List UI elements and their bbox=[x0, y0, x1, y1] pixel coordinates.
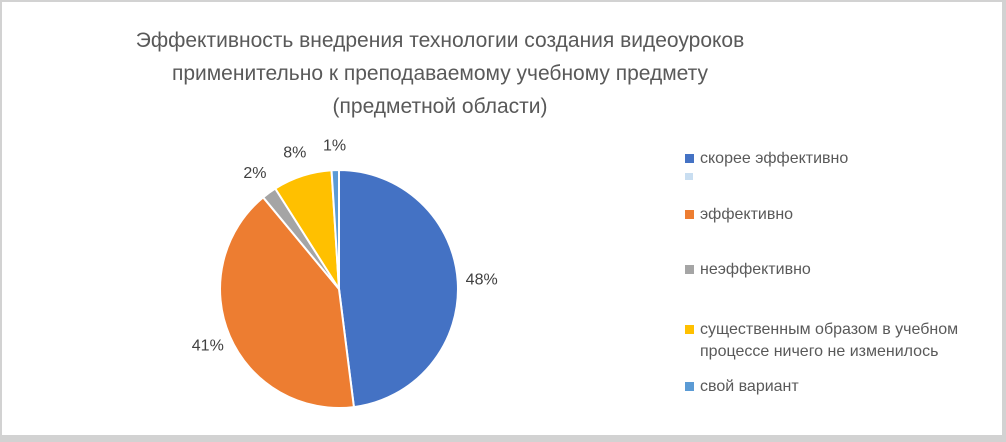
pie-data-label: 8% bbox=[283, 145, 306, 162]
legend-item-neeffektivno[interactable]: неэффективно bbox=[683, 259, 1002, 281]
chart-legend: скорее эффективно эффективно неэффективн… bbox=[683, 2, 1002, 435]
pie-chart[interactable]: 48% 41% 2% 8% 1% bbox=[150, 134, 570, 434]
pie-data-label: 1% bbox=[323, 138, 346, 155]
legend-item-label: свой вариант bbox=[700, 378, 799, 395]
pie-slice-1[interactable] bbox=[338, 169, 459, 409]
legend-marker-icon bbox=[685, 265, 694, 274]
legend-marker-icon bbox=[685, 382, 694, 391]
chart-title-line-3: (предметной области) bbox=[332, 95, 548, 118]
pie-slice-5[interactable] bbox=[330, 168, 340, 290]
legend-item-label: существенным образом в учебном процессе … bbox=[700, 321, 959, 360]
chart-title-line-2: применительно к преподаваемому учебному … bbox=[171, 62, 709, 85]
legend-item-svoy-variant[interactable]: свой вариант bbox=[683, 376, 1002, 398]
legend-item-nichego-ne-izmenilos[interactable]: существенным образом в учебном процессе … bbox=[683, 319, 1002, 363]
legend-item-label: скорее эффективно bbox=[700, 150, 849, 167]
legend-ghost-artifact bbox=[685, 173, 693, 180]
legend-item-label: эффективно bbox=[700, 206, 794, 223]
legend-item-skoree-effektivno[interactable]: скорее эффективно bbox=[683, 148, 1002, 170]
legend-marker-icon bbox=[685, 210, 694, 219]
pie-data-label: 41% bbox=[192, 337, 224, 354]
legend-item-label: неэффективно bbox=[700, 261, 811, 278]
pie-data-label: 2% bbox=[243, 165, 266, 182]
pie-data-label: 48% bbox=[466, 272, 498, 289]
chart-title[interactable]: Эффективность внедрения технологии созда… bbox=[60, 24, 820, 123]
legend-marker-icon bbox=[685, 154, 694, 163]
pie-slice-2[interactable] bbox=[219, 196, 355, 409]
chart-title-line-1: Эффективность внедрения технологии созда… bbox=[135, 29, 745, 52]
legend-marker-icon bbox=[685, 325, 694, 334]
legend-item-effektivno[interactable]: эффективно bbox=[683, 204, 1002, 226]
